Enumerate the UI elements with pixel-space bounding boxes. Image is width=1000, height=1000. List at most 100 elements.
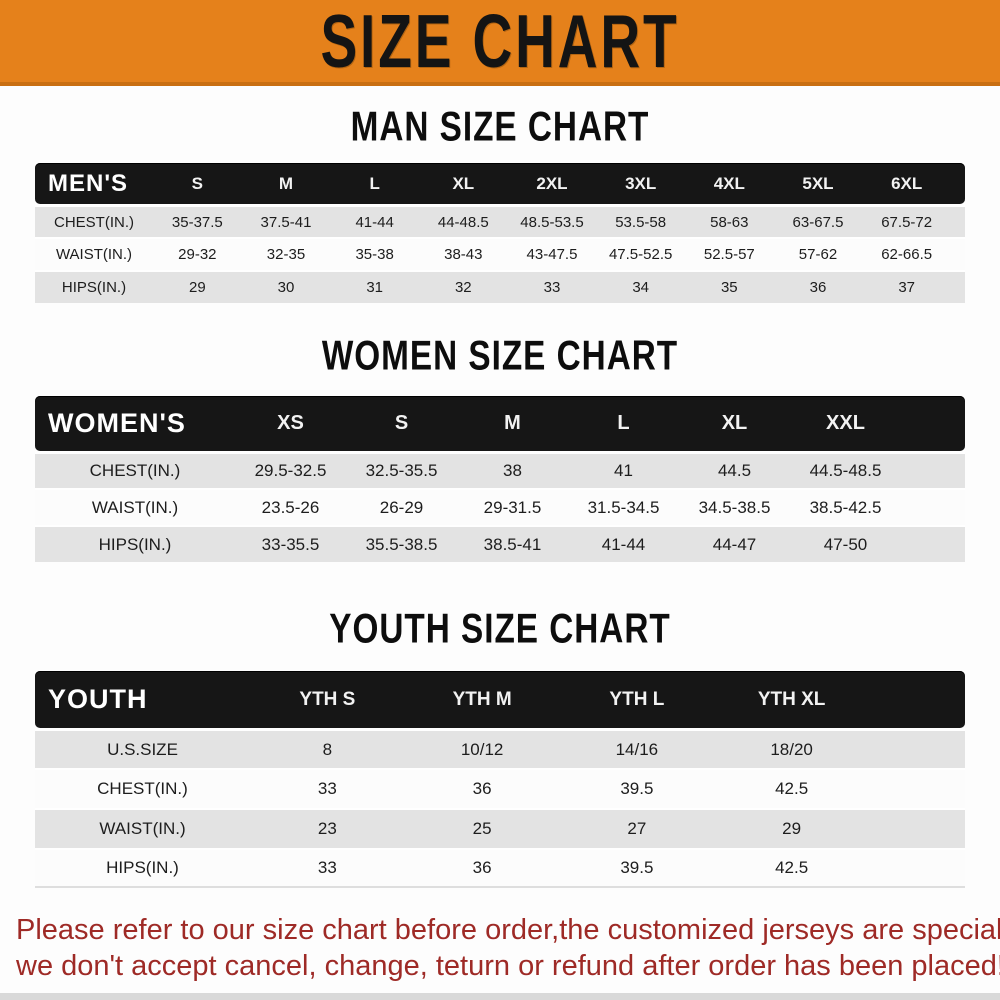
table-header-label: YOUTH [48,684,148,714]
size-column-header-l: L [617,412,630,434]
size-section-youth: YOUTH SIZE CHART YOUTH YTH S YTH M YTH L YTH … [0,606,1000,888]
size-value-cell: 18/20 [770,739,813,759]
size-column-header-5xl: 5XL [802,173,834,193]
size-value-cell: 41-44 [601,534,646,554]
size-value-cell: 33 [543,279,561,296]
banner: SIZE CHART [0,0,1000,86]
size-value-cell: 58-63 [710,213,749,231]
measure-label: WAIST(IN.) [91,497,179,517]
section-heading-man-size-chart: MAN SIZE CHART [350,103,650,151]
measure-label: HIPS(IN.) [106,858,179,877]
size-value-cell: 62-66.5 [881,246,933,263]
size-value-cell: 27 [627,819,647,838]
measure-label: HIPS(IN.) [61,279,127,296]
size-section-women-s: WOMEN SIZE CHART WOMEN'S XS S M L XL XXL CHEST(I… [0,333,1000,562]
size-value-cell: 32.5-35.5 [365,461,438,480]
size-value-cell: 35-37.5 [171,213,223,231]
measure-label: CHEST(IN.) [54,213,134,231]
measure-label: WAIST(IN.) [99,819,186,838]
size-value-cell: 36 [809,279,827,296]
size-value-cell: 44.5 [717,461,752,480]
size-value-cell: 41-44 [355,213,394,231]
size-column-header-s: S [191,173,203,193]
size-column-header-m: M [278,173,294,193]
size-value-cell: 25 [472,819,492,838]
table-row-u-s-size: U.S.SIZE 8 10/12 14/16 18/20 [35,728,965,768]
size-value-cell: 32 [454,279,472,296]
size-value-cell: 10/12 [460,739,504,759]
size-value-cell: 52.5-57 [703,246,755,263]
size-value-cell: 26-29 [379,497,424,517]
size-value-cell: 53.5-58 [615,213,667,231]
size-value-cell: 29-32 [178,246,217,263]
size-value-cell: 33 [317,858,337,877]
size-value-cell: 33 [317,779,337,798]
size-value-cell: 36 [472,779,492,798]
table-row-waist-in: WAIST(IN.) 23.5-26 26-29 29-31.5 31.5-34.5 34… [35,488,965,525]
size-column-header-yth-m: YTH M [452,688,512,710]
size-table-men-s: MEN'S S M L XL 2XL 3XL 4XL 5XL 6XL CHEST(IN.) 35-37… [35,163,965,303]
section-heading-women-size-chart: WOMEN SIZE CHART [321,332,679,380]
table-row-hips-in: HIPS(IN.) 33 36 39.5 42.5 [35,848,965,888]
size-value-cell: 38.5-41 [483,534,542,554]
measure-label: CHEST(IN.) [89,461,181,480]
size-column-header-yth-s: YTH S [299,688,356,710]
size-value-cell: 67.5-72 [881,213,933,231]
table-header-label: WOMEN'S [48,408,186,438]
section-heading-youth-size-chart: YOUTH SIZE CHART [329,605,671,653]
size-column-header-xxl: XXL [826,412,865,434]
size-value-cell: 33-35.5 [261,534,320,554]
size-column-header-yth-l: YTH L [609,688,665,710]
table-row-waist-in: WAIST(IN.) 23 25 27 29 [35,808,965,848]
size-column-header-m: M [504,412,521,434]
size-column-header-xl: XL [452,173,475,193]
size-value-cell: 41 [614,461,633,480]
size-value-cell: 48.5-53.5 [520,213,584,231]
size-value-cell: 34 [632,279,649,296]
size-value-cell: 35-38 [355,246,394,263]
table-row-chest-in: CHEST(IN.) 33 36 39.5 42.5 [35,768,965,808]
size-value-cell: 44-47 [712,534,757,554]
size-value-cell: 29 [782,819,802,838]
size-column-header-2xl: 2XL [536,173,568,193]
table-row-hips-in: HIPS(IN.) 33-35.5 35.5-38.5 38.5-41 41-44 44-… [35,525,965,562]
size-value-cell: 34.5-38.5 [698,497,771,517]
table-header-row: MEN'S S M L XL 2XL 3XL 4XL 5XL 6XL [35,163,965,204]
size-value-cell: 39.5 [620,779,654,798]
size-table-women-s: WOMEN'S XS S M L XL XXL CHEST(IN.) 29.5-32.5 32.5… [35,396,965,562]
size-table-youth: YOUTH YTH S YTH M YTH L YTH XL U.S.SIZE 8 10/12… [35,671,965,888]
size-value-cell: 42.5 [775,779,809,798]
size-value-cell: 38.5-42.5 [809,497,882,517]
notice-line-2: we don't accept cancel, change, teturn o… [16,950,1000,982]
size-value-cell: 63-67.5 [792,213,844,231]
size-value-cell: 44-48.5 [437,213,489,231]
measure-label: HIPS(IN.) [98,534,172,554]
size-value-cell: 8 [322,739,333,759]
size-value-cell: 29.5-32.5 [254,461,327,480]
size-value-cell: 31 [366,279,383,296]
size-value-cell: 23 [317,819,337,838]
size-tables-container: MAN SIZE CHART MEN'S S M L XL 2XL 3XL 4XL 5XL 6XL C… [0,104,1000,888]
size-value-cell: 47-50 [823,534,868,554]
table-header-label: MEN'S [48,169,129,197]
size-value-cell: 31.5-34.5 [587,497,660,517]
size-column-header-l: L [369,173,380,193]
size-column-header-xs: XS [277,412,304,434]
size-value-cell: 23.5-26 [261,497,320,517]
size-value-cell: 35 [720,279,738,296]
size-column-header-3xl: 3XL [625,173,657,193]
size-column-header-s: S [394,412,409,434]
size-value-cell: 38-43 [444,246,483,263]
size-value-cell: 39.5 [620,858,654,877]
table-row-hips-in: HIPS(IN.) 29 30 31 32 33 34 35 36 37 [35,270,965,303]
size-value-cell: 36 [472,858,492,877]
measure-label: WAIST(IN.) [55,246,133,263]
size-value-cell: 44.5-48.5 [809,461,882,480]
page-title: SIZE CHART [320,0,680,84]
size-column-header-4xl: 4XL [713,173,745,193]
notice-line-1: Please refer to our size chart before or… [16,914,1000,946]
size-value-cell: 35.5-38.5 [365,534,438,554]
size-value-cell: 32-35 [266,246,306,263]
order-notice: Please refer to our size chart before or… [0,912,1000,984]
